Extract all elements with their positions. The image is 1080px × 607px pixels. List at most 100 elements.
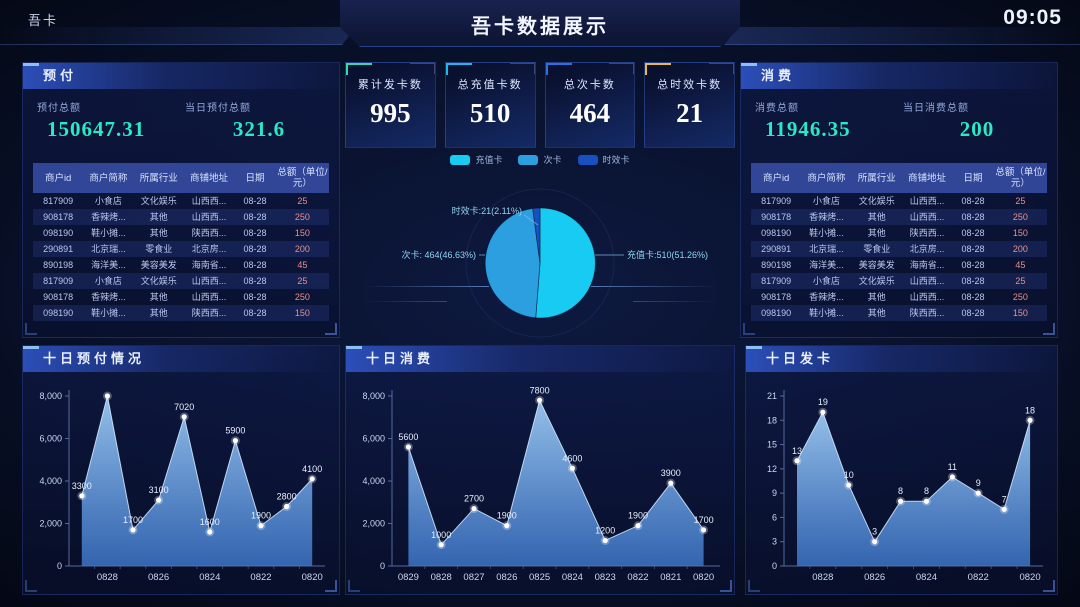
table-cell: 其他 xyxy=(149,291,168,302)
decor-line xyxy=(591,286,717,287)
data-point-label: 1200 xyxy=(595,526,615,536)
data-point[interactable] xyxy=(438,542,444,548)
table-cell: 098190 xyxy=(761,307,792,318)
card-total-issued: 累计发卡数 995 xyxy=(345,62,436,148)
x-tick-label: 0829 xyxy=(398,572,419,583)
prepaid-stats: 预付总额 150647.31 当日预付总额 321.6 xyxy=(23,89,339,153)
column-header: 所属行业 xyxy=(133,163,184,193)
data-point[interactable] xyxy=(79,493,85,499)
data-point[interactable] xyxy=(846,482,852,488)
prepaid-panel: 预付 预付总额 150647.31 当日预付总额 321.6 商户id 商户简称所… xyxy=(22,62,340,338)
table-cell: 200 xyxy=(294,243,310,254)
table-cell: 08-28 xyxy=(243,243,267,254)
data-point[interactable] xyxy=(1001,506,1007,512)
app-logo: 吾卡 xyxy=(28,13,59,28)
table-cell: 08-28 xyxy=(243,275,267,286)
table-row: 890198 海洋美... 美容美发 海南省... 08-28 45 xyxy=(33,257,329,273)
data-point[interactable] xyxy=(872,539,878,545)
x-tick-label: 0820 xyxy=(302,572,323,583)
data-point[interactable] xyxy=(794,458,800,464)
data-point[interactable] xyxy=(975,490,981,496)
data-point[interactable] xyxy=(405,444,411,450)
table-cell: 817909 xyxy=(43,195,74,206)
table-cell: 45 xyxy=(297,259,308,270)
data-point[interactable] xyxy=(104,393,110,399)
table-cell: 45 xyxy=(1015,259,1026,270)
data-point-label: 3100 xyxy=(149,485,169,495)
data-point[interactable] xyxy=(471,506,477,512)
data-point[interactable] xyxy=(504,523,510,529)
pie-slice-次卡[interactable] xyxy=(484,208,541,319)
table-cell: 陕西西... xyxy=(909,307,945,318)
pie-slice-label: 时效卡:21(2.11%) xyxy=(452,205,522,216)
data-point[interactable] xyxy=(258,523,264,529)
area-fill xyxy=(797,412,1031,566)
consume-stats: 消费总额 11946.35 当日消费总额 200 xyxy=(741,89,1057,153)
pie-slice-label: 充值卡:510(51.26%) xyxy=(627,249,708,260)
data-point[interactable] xyxy=(156,497,162,503)
table-cell: 150 xyxy=(294,227,310,238)
table-cell: 北京房... xyxy=(191,243,227,254)
table-row: 817909 小食店 文化娱乐 山西西... 08-28 25 xyxy=(751,273,1047,289)
table-cell: 200 xyxy=(1012,243,1028,254)
table-cell: 08-28 xyxy=(961,243,985,254)
table-cell: 文化娱乐 xyxy=(858,275,895,286)
table-cell: 290891 xyxy=(43,243,74,254)
pie-slice-时效卡[interactable] xyxy=(532,207,541,264)
table-cell: 山西西... xyxy=(909,275,945,286)
consume-today: 当日消费总额 200 xyxy=(903,99,1051,153)
data-point[interactable] xyxy=(232,438,238,444)
pie-slice-充值卡[interactable] xyxy=(535,207,596,319)
data-point[interactable] xyxy=(897,498,904,504)
data-point[interactable] xyxy=(181,414,187,420)
table-row: 290891 北京瑞... 零食业 北京房... 08-28 200 xyxy=(33,241,329,257)
data-point[interactable] xyxy=(537,397,543,403)
ten-day-issue-title: 十日发卡 xyxy=(746,346,1057,372)
data-point[interactable] xyxy=(820,409,826,415)
ten-day-prepay-title: 十日预付情况 xyxy=(23,346,339,372)
table-cell: 陕西西... xyxy=(191,227,227,238)
table-cell: 817909 xyxy=(43,275,74,286)
table-cell: 鞋小摊... xyxy=(809,227,844,238)
table-row: 098190 鞋小摊... 其他 陕西西... 08-28 150 xyxy=(33,305,329,321)
data-point[interactable] xyxy=(635,523,641,529)
x-tick-label: 0820 xyxy=(1019,572,1040,583)
legend-item-times[interactable]: 次卡 xyxy=(518,153,562,166)
ten-day-consume-title: 十日消费 xyxy=(346,346,734,372)
data-point[interactable] xyxy=(284,503,290,510)
data-point[interactable] xyxy=(602,537,608,544)
data-point[interactable] xyxy=(309,476,315,482)
data-point[interactable] xyxy=(130,527,136,533)
data-point[interactable] xyxy=(668,480,674,486)
table-cell: 香辣烤... xyxy=(91,291,126,302)
table-cell: 鞋小摊... xyxy=(809,307,844,318)
table-cell: 25 xyxy=(297,195,308,206)
y-tick-label: 9 xyxy=(772,488,777,498)
table-cell: 25 xyxy=(297,275,308,286)
data-point[interactable] xyxy=(569,465,575,471)
consume-table-wrap: 商户id 商户简称 所属行业 商铺地址 日期 总额（单位/元） 817909 小食店 文化娱乐山… xyxy=(751,163,1047,331)
data-point-label: 10 xyxy=(844,470,854,480)
area-fill xyxy=(408,400,704,566)
data-point[interactable] xyxy=(923,498,930,504)
prepaid-total: 预付总额 150647.31 xyxy=(37,99,185,153)
data-point[interactable] xyxy=(949,474,955,480)
data-point[interactable] xyxy=(207,529,213,535)
card-label: 总充值卡数 xyxy=(457,79,523,91)
y-tick-label: 6,000 xyxy=(362,434,385,444)
y-tick-label: 6,000 xyxy=(39,434,62,444)
table-row: 908178 香辣烤... 其他 山西西... 08-28 250 xyxy=(751,289,1047,305)
consume-merchant-table: 商户id 商户简称 所属行业 商铺地址 日期 总额（单位/元） 817909 小食店 文化娱乐山… xyxy=(751,163,1047,321)
legend-swatch-recharge-icon xyxy=(450,154,471,165)
data-point[interactable] xyxy=(1027,417,1033,423)
data-point-label: 2800 xyxy=(277,492,297,502)
table-cell: 小食店 xyxy=(812,195,840,206)
y-tick-label: 8,000 xyxy=(39,391,62,401)
table-row: 098190 鞋小摊... 其他 陕西西... 08-28 150 xyxy=(751,225,1047,241)
legend-item-timed[interactable]: 时效卡 xyxy=(577,153,630,166)
legend-item-recharge[interactable]: 充值卡 xyxy=(450,153,502,166)
data-point-label: 8 xyxy=(898,486,903,496)
table-cell: 美容美发 xyxy=(858,259,895,270)
data-point-label: 1900 xyxy=(497,511,517,521)
data-point[interactable] xyxy=(701,527,707,533)
